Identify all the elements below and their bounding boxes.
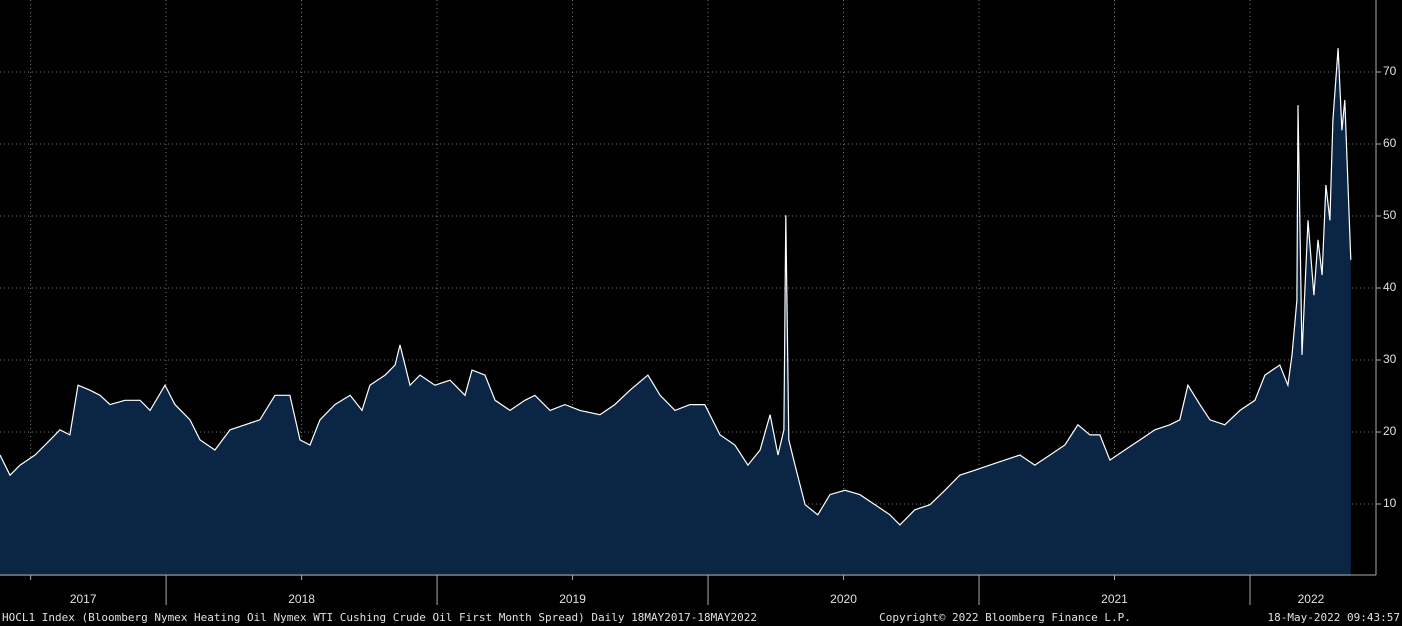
x-tick-label: 2021	[1101, 592, 1128, 606]
x-tick-label: 2019	[559, 592, 586, 606]
x-tick-label: 2020	[830, 592, 857, 606]
line	[0, 48, 1352, 526]
y-tick-label: 40	[1383, 280, 1397, 294]
footer-center: Copyright© 2022 Bloomberg Finance L.P.	[879, 611, 1131, 624]
y-tick-label: 30	[1383, 352, 1397, 366]
footer-left: HOCL1 Index (Bloomberg Nymex Heating Oil…	[2, 611, 757, 624]
y-tick-label: 70	[1383, 64, 1397, 78]
footer-right: 18-May-2022 09:43:57	[1268, 611, 1400, 624]
x-tick-label: 2018	[288, 592, 315, 606]
x-tick-label: 2022	[1298, 592, 1325, 606]
y-tick-label: 60	[1383, 136, 1397, 150]
area	[0, 48, 1351, 576]
y-tick-label: 20	[1383, 424, 1397, 438]
x-tick-label: 2017	[70, 592, 97, 606]
y-tick-label: 50	[1383, 208, 1397, 222]
y-tick-label: 10	[1383, 496, 1397, 510]
